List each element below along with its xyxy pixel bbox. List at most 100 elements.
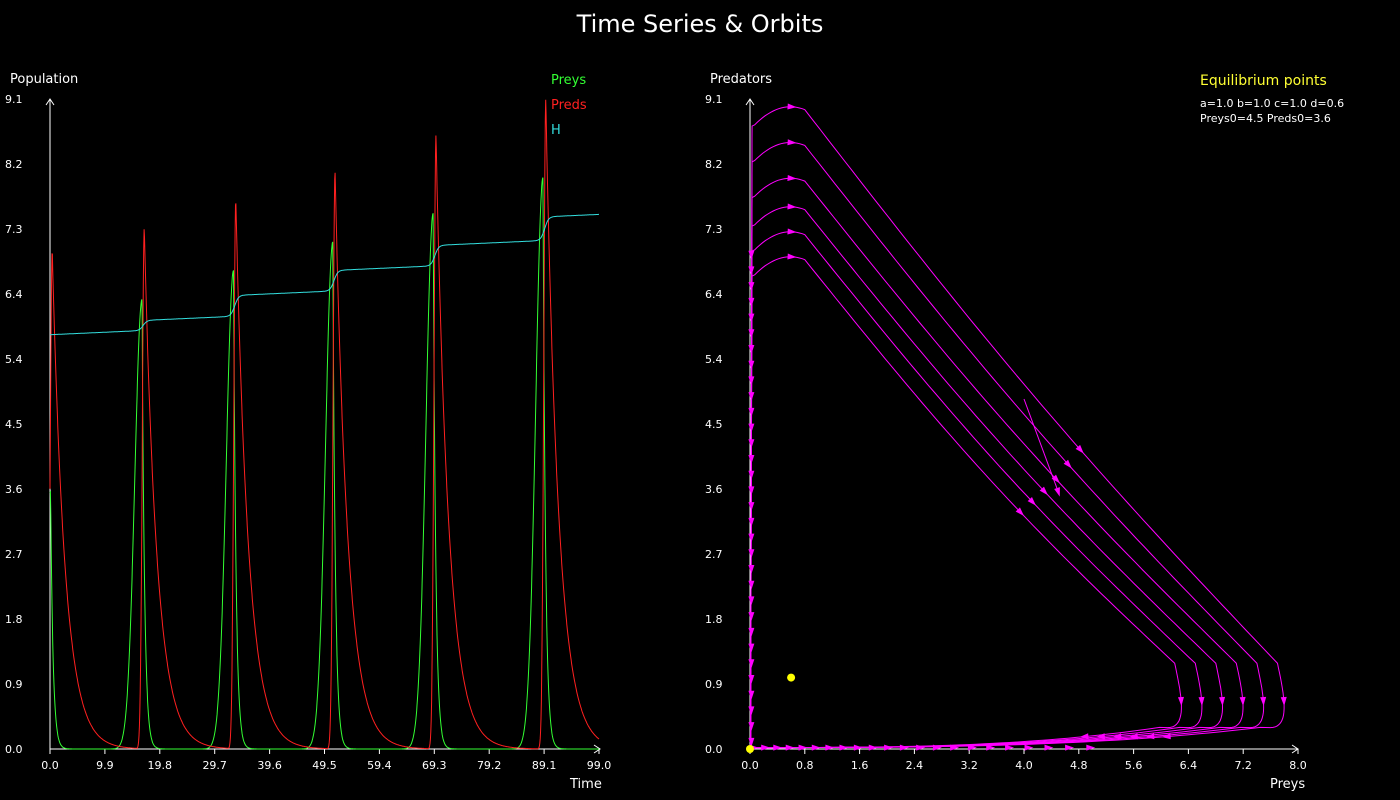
right-x-tick-label: 4.8 (1070, 759, 1088, 772)
left-y-tick-label: 5.4 (5, 353, 23, 366)
axis-flow-arrow (748, 250, 755, 260)
left-y-tick-label: 1.8 (5, 613, 23, 626)
right-y-tick-label: 9.1 (705, 93, 723, 106)
left-y-axis-label: Population (10, 72, 78, 87)
axis-flow-arrow (748, 659, 755, 669)
axis-flow-arrow (748, 580, 755, 590)
right-y-tick-label: 4.5 (705, 418, 723, 431)
axis-flow-arrow (785, 744, 795, 751)
legend-h: H (551, 123, 561, 138)
axis-flow-arrow (748, 360, 755, 370)
legend: Preys Preds H (551, 73, 587, 138)
axis-flow-arrow (825, 744, 835, 751)
initial-trajectory (1023, 398, 1059, 493)
left-x-tick-label: 49.5 (312, 759, 337, 772)
left-y-tick-label: 6.4 (5, 288, 23, 301)
left-x-tick-label: 19.8 (148, 759, 173, 772)
right-y-tick-label: 2.7 (705, 548, 723, 561)
right-ticks: 0.0 0.8 1.6 2.4 3.2 4.0 4.8 5.6 6.4 7.2 8.0 0.0 0.9 1… (705, 93, 1307, 772)
left-x-tick-label: 89.1 (532, 759, 557, 772)
axis-flow-arrow (748, 502, 755, 512)
equilibrium-point (746, 745, 754, 753)
right-x-tick-label: 6.4 (1180, 759, 1198, 772)
axis-flow-arrow (916, 744, 926, 751)
left-y-tick-label: 9.1 (5, 93, 23, 106)
left-x-tick-label: 9.9 (96, 759, 114, 772)
axis-flow-arrow (748, 706, 755, 716)
orbit-direction-arrow (787, 139, 797, 146)
left-y-tick-label: 4.5 (5, 418, 23, 431)
left-y-tick-label: 7.3 (5, 223, 23, 236)
axis-flow-arrow (748, 690, 755, 700)
info-initial: Preys0=4.5 Preds0=3.6 (1200, 112, 1331, 125)
left-y-arrow-icon (45, 98, 55, 106)
axis-flow-arrow (748, 517, 755, 527)
info-box: Equilibrium points a=1.0 b=1.0 c=1.0 d=0… (1200, 73, 1344, 125)
axis-flow-arrow (1024, 744, 1034, 751)
axis-flow-arrow (1044, 744, 1054, 751)
left-ticks: 0.0 9.9 19.8 29.7 39.6 49.5 59.4 69.3 79.2 89.1 99… (5, 93, 611, 772)
axis-flow-arrow (748, 439, 755, 449)
series-preds-line (49, 99, 600, 750)
left-x-tick-label: 59.4 (367, 759, 392, 772)
series-preys-line (49, 177, 599, 750)
page-title: Time Series & Orbits (576, 10, 824, 38)
axis-flow-arrow (748, 266, 755, 276)
left-x-tick-label: 29.7 (202, 759, 227, 772)
axis-flow-arrow (748, 392, 755, 402)
orbit-direction-arrow (787, 253, 797, 260)
right-axes: Predators Preys (710, 72, 1305, 792)
left-axes: Population Time (10, 72, 602, 792)
axis-flow-arrow (748, 549, 755, 559)
right-x-tick-label: 4.0 (1015, 759, 1033, 772)
axis-flow-arrow (811, 744, 821, 751)
right-x-tick-label: 5.6 (1125, 759, 1143, 772)
right-x-tick-label: 8.0 (1289, 759, 1307, 772)
axis-flow-arrow (761, 744, 771, 751)
axis-flow-arrow (748, 612, 755, 622)
axis-flow-arrow (748, 627, 755, 637)
right-y-tick-label: 6.4 (705, 288, 723, 301)
right-x-tick-label: 7.2 (1234, 759, 1252, 772)
orbit-direction-arrow (1219, 696, 1226, 707)
left-x-tick-label: 79.2 (477, 759, 502, 772)
axis-flow-arrow (748, 564, 755, 574)
axis-flow-arrow (748, 737, 755, 747)
orbit-path (750, 231, 1203, 749)
left-y-tick-label: 0.0 (5, 743, 23, 756)
left-x-tick-label: 69.3 (422, 759, 447, 772)
axis-flow-arrow (748, 313, 755, 323)
orbit-direction-arrow (1051, 474, 1060, 484)
axis-flow-arrow (798, 744, 808, 751)
axis-flow-arrow (748, 376, 755, 386)
axis-flow-arrow (932, 744, 942, 751)
orbit-direction-arrow (1039, 486, 1048, 496)
orbit-path (750, 142, 1265, 749)
right-x-tick-label: 2.4 (906, 759, 924, 772)
axis-flow-arrow (748, 407, 755, 417)
equilibrium-point (787, 673, 796, 682)
right-y-tick-label: 0.0 (705, 743, 723, 756)
axis-flow-arrow (748, 486, 755, 496)
axis-flow-arrow (1005, 744, 1015, 751)
axis-flow-arrow (1065, 744, 1075, 751)
right-y-axis-label: Predators (710, 72, 772, 87)
orbit-path (750, 206, 1223, 749)
right-x-tick-label: 0.8 (796, 759, 814, 772)
axis-flow-arrow (748, 643, 755, 653)
axis-flow-arrow (853, 744, 863, 751)
equilibria (746, 673, 796, 753)
right-y-tick-label: 8.2 (705, 158, 723, 171)
axis-flow-arrow (748, 423, 755, 433)
axis-flow-arrow (748, 329, 755, 339)
right-y-tick-label: 7.3 (705, 223, 723, 236)
left-x-axis-label: Time (569, 777, 602, 792)
axis-flow-arrow (773, 744, 783, 751)
orbit-direction-arrow (1161, 733, 1171, 740)
axis-flow-arrow (950, 744, 960, 751)
initial-point-arrow (1054, 487, 1060, 497)
right-x-tick-label: 0.0 (741, 759, 759, 772)
orbit-direction-arrow (1177, 696, 1184, 707)
axis-flow-arrow (748, 470, 755, 480)
left-series (49, 99, 600, 750)
